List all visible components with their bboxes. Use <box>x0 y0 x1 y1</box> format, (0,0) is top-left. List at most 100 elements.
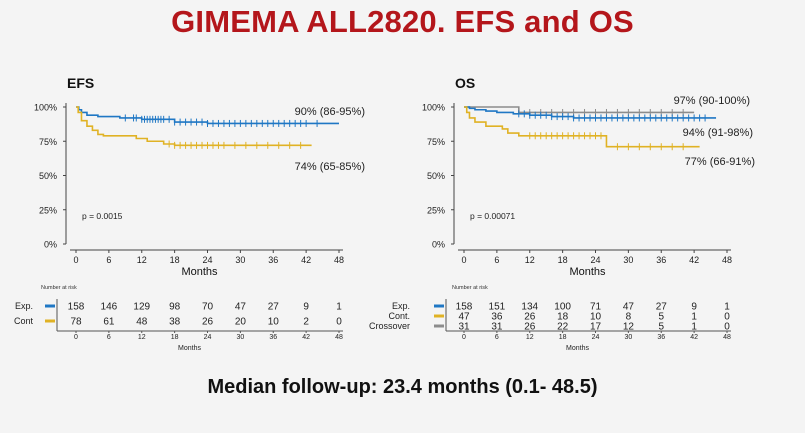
risk-value: 47 <box>623 302 635 313</box>
risk-row-label: Exp. <box>392 301 410 311</box>
risk-table-tick-label: 12 <box>138 334 146 341</box>
risk-row-swatch <box>434 314 444 318</box>
risk-value: 151 <box>489 302 506 313</box>
risk-value: 31 <box>491 322 503 333</box>
slide-title: GIMEMA ALL2820. EFS and OS <box>171 4 634 39</box>
p-value: p = 0.0015 <box>82 211 123 221</box>
risk-value: 31 <box>458 322 470 333</box>
risk-value: 9 <box>303 302 309 313</box>
x-tick-label: 36 <box>268 255 278 265</box>
risk-table-tick-label: 0 <box>74 334 78 341</box>
risk-value: 5 <box>658 312 664 323</box>
risk-value: 26 <box>202 317 214 328</box>
risk-value: 0 <box>724 312 730 323</box>
x-tick-label: 36 <box>656 255 666 265</box>
risk-table-tick-label: 48 <box>335 334 343 341</box>
risk-value: 18 <box>557 312 569 323</box>
x-tick-label: 42 <box>301 255 311 265</box>
chart-title: OS <box>455 75 475 91</box>
risk-value: 158 <box>68 302 85 313</box>
risk-row-swatch <box>434 304 444 308</box>
risk-value: 0 <box>724 322 730 333</box>
risk-value: 10 <box>268 317 280 328</box>
series-line-exp <box>464 106 717 119</box>
risk-table-tick-label: 36 <box>269 334 277 341</box>
y-tick-label: 0% <box>432 240 445 250</box>
y-tick-label: 75% <box>427 137 445 147</box>
risk-table-header: Number at risk <box>452 285 488 291</box>
risk-value: 134 <box>521 302 538 313</box>
y-tick-label: 75% <box>39 137 57 147</box>
risk-row-label: Crossover <box>369 321 410 331</box>
risk-value: 38 <box>169 317 181 328</box>
y-tick-label: 50% <box>427 171 445 181</box>
x-tick-label: 12 <box>525 255 535 265</box>
survival-annotation: 94% (91-98%) <box>683 127 753 139</box>
risk-value: 47 <box>235 302 247 313</box>
risk-value: 61 <box>103 317 115 328</box>
risk-table-header: Number at risk <box>41 285 77 291</box>
risk-table-tick-label: 24 <box>592 334 600 341</box>
x-tick-label: 48 <box>722 255 732 265</box>
risk-value: 0 <box>336 317 342 328</box>
median-follow-up: Median follow-up: 23.4 months (0.1- 48.5… <box>207 376 598 398</box>
y-tick-label: 100% <box>422 103 445 113</box>
series-line-cont <box>464 106 700 148</box>
p-value: p = 0.00071 <box>470 211 515 221</box>
risk-value: 20 <box>235 317 247 328</box>
risk-value: 27 <box>656 302 668 313</box>
chart-title: EFS <box>67 75 94 91</box>
risk-row-label: Cont. <box>388 311 410 321</box>
survival-annotation: 77% (66-91%) <box>685 156 755 168</box>
risk-value: 26 <box>524 322 536 333</box>
risk-value: 48 <box>136 317 148 328</box>
risk-value: 26 <box>524 312 536 323</box>
risk-value: 27 <box>268 302 280 313</box>
risk-table-x-title: Months <box>566 345 589 352</box>
risk-value: 2 <box>303 317 309 328</box>
x-tick-label: 0 <box>461 255 466 265</box>
x-tick-label: 30 <box>235 255 245 265</box>
x-tick-label: 18 <box>170 255 180 265</box>
risk-table-tick-label: 12 <box>526 334 534 341</box>
risk-table-tick-label: 48 <box>723 334 731 341</box>
risk-value: 12 <box>623 322 635 333</box>
survival-annotation: 90% (86-95%) <box>295 106 365 118</box>
y-tick-label: 100% <box>34 103 57 113</box>
risk-value: 1 <box>691 312 697 323</box>
risk-row-label: Cont <box>14 316 34 326</box>
y-tick-label: 25% <box>39 205 57 215</box>
risk-value: 129 <box>133 302 150 313</box>
x-tick-label: 30 <box>623 255 633 265</box>
x-tick-label: 0 <box>73 255 78 265</box>
risk-table-tick-label: 30 <box>236 334 244 341</box>
y-tick-label: 25% <box>427 205 445 215</box>
risk-value: 158 <box>456 302 473 313</box>
risk-table-x-title: Months <box>178 345 201 352</box>
x-tick-label: 6 <box>494 255 499 265</box>
risk-value: 100 <box>554 302 571 313</box>
survival-annotation: 74% (65-85%) <box>295 161 365 173</box>
risk-row-swatch <box>45 304 55 308</box>
risk-table-tick-label: 42 <box>302 334 310 341</box>
risk-table-tick-label: 42 <box>690 334 698 341</box>
risk-row-label: Exp. <box>15 301 33 311</box>
risk-value: 9 <box>691 302 697 313</box>
risk-value: 70 <box>202 302 214 313</box>
risk-table-tick-label: 30 <box>624 334 632 341</box>
risk-value: 47 <box>458 312 470 323</box>
km-chart-os: OS 0% 25% 50% 75% 100% 0 6 12 18 24 30 36 42 48 Months p… <box>369 75 755 352</box>
risk-value: 36 <box>491 312 503 323</box>
risk-value: 1 <box>724 302 730 313</box>
risk-row-swatch <box>45 319 55 323</box>
risk-table-tick-label: 6 <box>495 334 499 341</box>
risk-table-tick-label: 36 <box>657 334 665 341</box>
risk-value: 22 <box>557 322 569 333</box>
risk-value: 98 <box>169 302 181 313</box>
risk-value: 5 <box>658 322 664 333</box>
risk-table-tick-label: 24 <box>204 334 212 341</box>
x-axis-title: Months <box>569 266 606 278</box>
risk-table-tick-label: 18 <box>171 334 179 341</box>
